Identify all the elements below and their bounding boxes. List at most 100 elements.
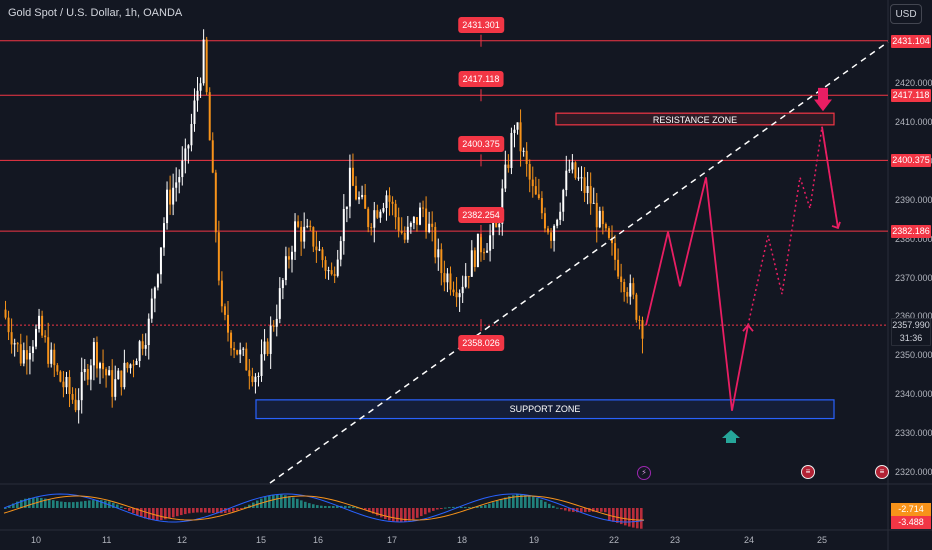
alt-projection-arrow-head xyxy=(831,221,841,230)
candle-body xyxy=(147,318,150,346)
macd-bar xyxy=(548,503,551,508)
macd-bar xyxy=(92,500,95,508)
candle-body xyxy=(257,375,260,377)
candle-body xyxy=(242,348,245,350)
candle-body xyxy=(620,276,623,282)
candle-body xyxy=(50,349,53,364)
macd-bar xyxy=(464,507,467,509)
candle-body xyxy=(452,289,455,293)
macd-bar xyxy=(188,508,191,514)
candle-body xyxy=(35,328,37,347)
us-flag-event-icon[interactable]: ≡ xyxy=(801,465,815,479)
macd-bar xyxy=(528,495,531,508)
macd-bar xyxy=(544,501,547,508)
macd-bar xyxy=(444,507,447,509)
macd-bar xyxy=(504,497,507,508)
macd-bar xyxy=(372,508,375,514)
candle-body xyxy=(611,237,613,244)
candle-body xyxy=(83,369,86,373)
candle-body xyxy=(300,226,303,242)
macd-bar xyxy=(592,508,595,512)
macd-bar xyxy=(184,508,187,515)
lightning-event-icon[interactable]: ⚡ xyxy=(637,466,651,480)
candle-body xyxy=(510,132,513,169)
macd-bar xyxy=(176,508,179,517)
macd-bar xyxy=(512,495,515,508)
macd-bar xyxy=(332,506,335,508)
candle-body xyxy=(543,213,546,229)
macd-bar xyxy=(376,508,379,516)
macd-bar xyxy=(324,506,327,508)
candle-body xyxy=(601,210,604,225)
macd-bar xyxy=(288,496,291,508)
candle-body xyxy=(403,232,406,240)
candle-body xyxy=(528,164,531,180)
candle-body xyxy=(111,370,114,397)
macd-bar xyxy=(508,496,511,508)
candle-body xyxy=(4,309,7,318)
candle-body xyxy=(434,226,437,258)
candle-body xyxy=(632,283,635,295)
candle-body xyxy=(550,232,553,241)
macd-bar xyxy=(484,504,487,508)
currency-button[interactable]: USD xyxy=(890,4,922,24)
candle-body xyxy=(388,195,391,202)
macd-bar xyxy=(44,498,47,508)
candle-body xyxy=(367,208,370,228)
candle-body xyxy=(254,376,257,383)
macd-bar xyxy=(496,500,499,508)
macd-bar xyxy=(144,508,147,519)
macd-bar xyxy=(104,500,107,508)
candle-body xyxy=(7,317,10,333)
macd-bar xyxy=(624,508,627,526)
candle-body xyxy=(22,350,25,364)
macd-bar xyxy=(264,496,267,508)
macd-bar xyxy=(12,503,15,508)
candle-body xyxy=(99,363,101,369)
candle-body xyxy=(598,210,601,228)
candle-body xyxy=(638,319,641,321)
trendline-dashed xyxy=(269,41,889,484)
candle-body xyxy=(428,223,431,233)
candles-group xyxy=(4,29,644,424)
candle-body xyxy=(629,283,632,297)
macd-bar xyxy=(436,508,439,510)
macd-bar xyxy=(68,502,71,508)
macd-bar xyxy=(640,508,643,529)
candle-body xyxy=(47,337,50,364)
candle-body xyxy=(422,207,425,209)
candle-body xyxy=(580,177,583,179)
candle-body xyxy=(28,353,31,360)
macd-bar xyxy=(632,508,635,528)
macd-bar xyxy=(460,506,463,508)
candle-body xyxy=(339,241,342,260)
candle-body xyxy=(321,249,324,261)
macd-bar xyxy=(80,501,83,508)
candle-body xyxy=(626,292,629,297)
candle-body xyxy=(473,250,476,267)
macd-bar xyxy=(368,508,371,512)
macd-bar xyxy=(520,494,523,508)
candle-body xyxy=(193,100,196,124)
candle-body xyxy=(531,179,534,187)
candle-body xyxy=(245,348,248,371)
resistance-zone-box xyxy=(555,112,835,126)
candle-body xyxy=(80,372,83,401)
candle-body xyxy=(126,362,129,369)
candle-body xyxy=(394,203,397,218)
candle-body xyxy=(534,186,537,195)
candle-body xyxy=(571,162,574,170)
macd-bar xyxy=(348,506,351,508)
us-flag-event-icon-2[interactable]: ≡ xyxy=(875,465,889,479)
candle-body xyxy=(476,233,479,267)
macd-bar xyxy=(136,508,139,516)
macd-bar xyxy=(220,508,223,514)
macd-bar xyxy=(628,508,631,527)
macd-bar xyxy=(172,508,175,518)
macd-bar xyxy=(308,503,311,508)
macd-bar xyxy=(388,508,391,521)
candle-body xyxy=(129,364,132,369)
candle-body xyxy=(10,332,13,345)
candle-body xyxy=(516,122,519,130)
